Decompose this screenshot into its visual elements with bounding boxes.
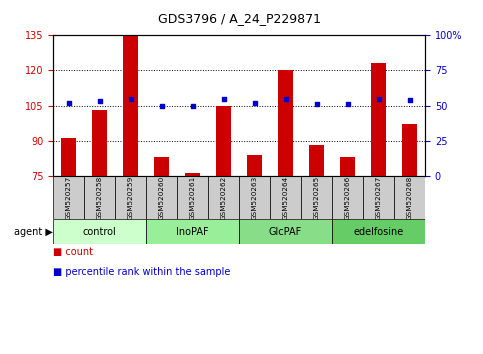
Text: GSM520261: GSM520261: [190, 176, 196, 220]
Point: [313, 101, 320, 107]
Point: [406, 97, 413, 103]
Bar: [216, 105, 231, 176]
Text: GSM520262: GSM520262: [221, 176, 227, 220]
Point: [127, 96, 134, 101]
Text: GSM520265: GSM520265: [313, 176, 320, 220]
Bar: [239, 219, 332, 244]
Text: GSM520264: GSM520264: [283, 176, 288, 220]
Text: GlcPAF: GlcPAF: [269, 227, 302, 236]
Bar: [332, 219, 425, 244]
Bar: [185, 173, 200, 176]
Bar: [270, 176, 301, 219]
Bar: [146, 219, 239, 244]
Bar: [146, 176, 177, 219]
Text: GSM520258: GSM520258: [97, 176, 102, 220]
Point: [158, 103, 166, 108]
Point: [282, 96, 289, 101]
Bar: [177, 176, 208, 219]
Text: control: control: [83, 227, 116, 236]
Point: [220, 96, 227, 101]
Bar: [371, 63, 386, 176]
Bar: [247, 155, 262, 176]
Bar: [394, 176, 425, 219]
Bar: [208, 176, 239, 219]
Bar: [92, 110, 107, 176]
Text: GSM520266: GSM520266: [344, 176, 351, 220]
Bar: [154, 157, 170, 176]
Bar: [332, 176, 363, 219]
Text: GSM520263: GSM520263: [252, 176, 257, 220]
Point: [96, 98, 103, 104]
Text: ■ percentile rank within the sample: ■ percentile rank within the sample: [53, 267, 230, 276]
Bar: [402, 124, 417, 176]
Bar: [53, 176, 84, 219]
Bar: [239, 176, 270, 219]
Text: GSM520260: GSM520260: [158, 176, 165, 220]
Point: [344, 101, 352, 107]
Text: ■ count: ■ count: [53, 247, 93, 257]
Bar: [363, 176, 394, 219]
Bar: [340, 157, 355, 176]
Point: [65, 100, 72, 105]
Point: [189, 103, 197, 108]
Text: agent ▶: agent ▶: [14, 227, 53, 236]
Bar: [123, 35, 138, 176]
Bar: [61, 138, 76, 176]
Text: GDS3796 / A_24_P229871: GDS3796 / A_24_P229871: [157, 12, 321, 25]
Bar: [278, 70, 293, 176]
Bar: [53, 219, 146, 244]
Bar: [309, 145, 324, 176]
Bar: [301, 176, 332, 219]
Text: GSM520268: GSM520268: [407, 176, 412, 220]
Point: [375, 96, 383, 101]
Point: [251, 100, 258, 105]
Bar: [84, 176, 115, 219]
Text: GSM520267: GSM520267: [376, 176, 382, 220]
Bar: [115, 176, 146, 219]
Text: GSM520257: GSM520257: [66, 176, 71, 220]
Text: InoPAF: InoPAF: [176, 227, 209, 236]
Text: GSM520259: GSM520259: [128, 176, 134, 220]
Text: edelfosine: edelfosine: [354, 227, 404, 236]
